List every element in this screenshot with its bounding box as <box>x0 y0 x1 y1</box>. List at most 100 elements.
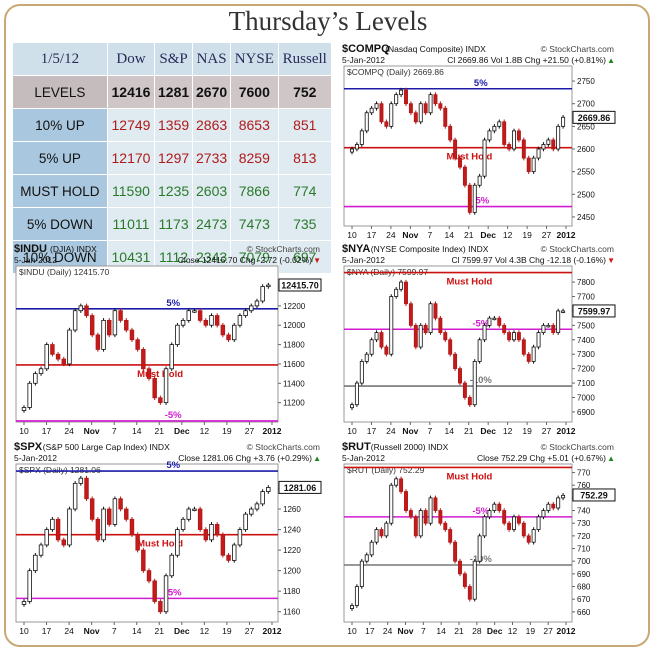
x-tick-label: 24 <box>386 426 396 436</box>
x-tick-label: 19 <box>522 230 532 240</box>
last-value-box <box>278 278 322 292</box>
x-tick-label: 10 <box>347 626 357 636</box>
y-tick-label: 1160 <box>283 608 301 617</box>
series-label: $COMPQ (Daily) 2669.86 <box>347 67 444 77</box>
x-tick-label: 7 <box>112 426 117 436</box>
candle-body <box>413 112 418 123</box>
candle-body <box>129 329 135 341</box>
candle-body <box>163 575 169 613</box>
candle-body <box>214 524 220 536</box>
y-tick-label: 1240 <box>283 526 301 535</box>
candle-body <box>249 508 254 515</box>
x-tick-label: 21 <box>464 230 474 240</box>
candle-body <box>502 121 507 145</box>
candle-body <box>389 484 394 524</box>
candle-body <box>418 103 423 123</box>
candle-body <box>516 516 521 524</box>
candle-body <box>369 107 374 114</box>
table-cell: 12170 <box>106 141 156 175</box>
level-label: -5% <box>165 410 182 421</box>
x-tick-label: Dec <box>480 426 496 436</box>
candle-body <box>531 346 536 362</box>
candle-body <box>197 310 203 321</box>
candle-body <box>561 494 566 499</box>
last-value-box <box>572 110 616 124</box>
x-tick-label: Dec <box>174 626 190 636</box>
candle-body <box>89 315 95 336</box>
last-value-box <box>278 480 322 494</box>
candle-body <box>531 157 536 173</box>
candle-body <box>146 368 152 379</box>
chart-change-arrow: ▲ <box>607 454 615 463</box>
candle-body <box>448 339 453 355</box>
row-label: 5% UP <box>12 141 108 175</box>
level-label: 5% <box>474 78 488 89</box>
x-tick-label: 24 <box>386 230 396 240</box>
candle-body <box>433 497 438 511</box>
levels-table-header: 1/5/12 Dow S&P NAS NYSE Russell <box>12 42 333 76</box>
chart-symbol: $INDU <box>14 243 47 255</box>
y-tick-label: 770 <box>577 469 591 478</box>
x-tick-label: 17 <box>42 426 52 436</box>
table-cell: 752 <box>277 75 333 109</box>
candle-body <box>502 510 507 524</box>
candle-body <box>61 539 66 546</box>
candle-body <box>487 510 492 518</box>
page-title: Thursday’s Levels <box>228 6 428 36</box>
candle-body <box>561 310 566 313</box>
x-tick-label: 14 <box>436 626 446 636</box>
candle-body <box>21 601 27 605</box>
column-header: Dow <box>106 42 156 76</box>
table-cell: 1297 <box>154 141 194 175</box>
candle-body <box>384 346 389 355</box>
candle-body <box>546 324 551 328</box>
x-tick-label: 27 <box>542 230 552 240</box>
plot-area <box>343 463 573 623</box>
candle-body <box>497 503 502 511</box>
y-tick-label: 760 <box>577 481 591 490</box>
last-value-box <box>572 488 616 502</box>
candle-body <box>482 139 487 177</box>
level-label: 5% <box>166 298 180 309</box>
x-tick-label: 19 <box>222 426 232 436</box>
x-tick-label: Dec <box>174 426 190 436</box>
candle-body <box>482 324 487 341</box>
candle-body <box>232 544 237 561</box>
candle-body <box>418 324 423 348</box>
candle-body <box>67 508 72 546</box>
candle-body <box>462 573 467 587</box>
x-tick-label: Nov <box>397 626 413 636</box>
table-cell: 1173 <box>154 207 194 241</box>
chart-rut: $RUT (Russell 2000) INDX © StockCharts.co… <box>340 440 616 638</box>
x-tick-label: 14 <box>132 626 142 636</box>
candle-body <box>359 130 364 145</box>
row-label: LEVELS <box>12 75 108 109</box>
table-cell: 697 <box>277 240 333 274</box>
chart-name: (Nasdaq Composite) INDX <box>385 44 486 54</box>
x-tick-label: 2012 <box>557 230 576 240</box>
candle-body <box>369 541 374 556</box>
candle-body <box>477 339 482 362</box>
x-tick-label: 7 <box>427 230 432 240</box>
x-tick-label: 21 <box>155 426 165 436</box>
series-label: $INDU (Daily) 12415.70 <box>19 267 110 277</box>
series-label: $SPX (Daily) 1281.06 <box>19 465 101 475</box>
candle-body <box>112 310 118 336</box>
table-cell: 735 <box>277 207 333 241</box>
chart-indu: $INDU (DJIA) INDX © StockCharts.com 5-Jan-… <box>12 242 322 438</box>
candle-body <box>428 303 433 333</box>
chart-date: 5-Jan-2012 <box>342 453 385 463</box>
candle-body <box>84 305 89 316</box>
x-tick-label: 14 <box>445 426 455 436</box>
candle-body <box>458 157 462 168</box>
candle-body <box>458 560 462 575</box>
candle-body <box>379 332 384 348</box>
candle-body <box>203 529 209 541</box>
x-tick-label: Dec <box>480 230 496 240</box>
level-label: Must Hold <box>137 369 183 380</box>
candle-body <box>220 534 226 556</box>
table-cell: 7473 <box>230 207 279 241</box>
x-tick-label: 19 <box>222 626 232 636</box>
y-tick-label: 1220 <box>283 546 301 555</box>
candle-body <box>394 478 399 486</box>
